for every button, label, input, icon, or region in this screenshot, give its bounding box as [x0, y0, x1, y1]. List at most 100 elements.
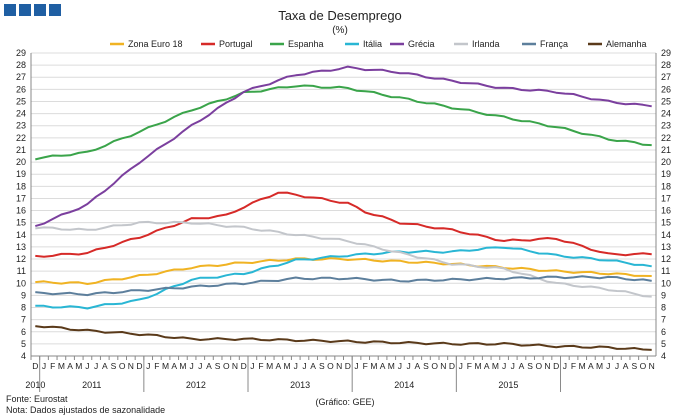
x-month-label: D — [553, 361, 559, 371]
x-month-label: J — [198, 361, 202, 371]
logo-square — [34, 4, 46, 16]
legend-label: Irlanda — [472, 39, 500, 49]
adjustment-note: Nota: Dados ajustados de sazonalidade — [6, 405, 165, 415]
y-tick-label-right: 23 — [661, 121, 671, 131]
x-month-label: A — [171, 361, 177, 371]
x-month-label: J — [189, 361, 193, 371]
y-tick-label-right: 10 — [661, 278, 671, 288]
x-month-label: J — [398, 361, 402, 371]
legend-label: Zona Euro 18 — [128, 39, 183, 49]
x-month-label: M — [370, 361, 377, 371]
x-month-label: N — [544, 361, 550, 371]
series-line-espanha — [35, 84, 652, 161]
chart-subtitle: (%) — [332, 25, 348, 36]
x-month-label: F — [154, 361, 159, 371]
x-month-label: J — [146, 361, 150, 371]
x-month-label: M — [284, 361, 291, 371]
x-month-label: O — [536, 361, 543, 371]
y-tick-label-left: 18 — [16, 181, 26, 191]
x-month-label: F — [50, 361, 55, 371]
y-tick-label-left: 13 — [16, 242, 26, 252]
y-tick-label-left: 21 — [16, 145, 26, 155]
x-month-label: J — [354, 361, 358, 371]
y-axis-right: 4 5 6 7 8 9 10 11 12 13 14 15 16 17 18 19 20 21 22 23 24 25 26… — [661, 48, 671, 361]
x-month-label: D — [449, 361, 455, 371]
y-tick-label-right: 27 — [661, 72, 671, 82]
y-tick-label-left: 23 — [16, 121, 26, 131]
x-month-label: S — [215, 361, 221, 371]
x-month-label: M — [75, 361, 82, 371]
y-tick-label-right: 5 — [661, 339, 666, 349]
x-month-label: D — [241, 361, 247, 371]
x-month-label: N — [440, 361, 446, 371]
y-tick-label-left: 17 — [16, 193, 26, 203]
y-tick-label-left: 22 — [16, 133, 26, 143]
logo-square — [4, 4, 16, 16]
y-tick-label-right: 25 — [661, 96, 671, 106]
y-tick-label-left: 4 — [21, 351, 26, 361]
x-month-label: J — [563, 361, 567, 371]
y-tick-label-right: 28 — [661, 60, 671, 70]
x-month-label: N — [232, 361, 238, 371]
x-month-label: M — [58, 361, 65, 371]
x-month-label: J — [94, 361, 98, 371]
series-line-zona-euro-18 — [35, 257, 652, 285]
x-month-label: A — [380, 361, 386, 371]
y-tick-label-right: 13 — [661, 242, 671, 252]
x-month-label: O — [640, 361, 647, 371]
y-tick-label-right: 26 — [661, 84, 671, 94]
y-tick-label-left: 26 — [16, 84, 26, 94]
gridlines — [30, 52, 657, 357]
x-month-label: S — [631, 361, 637, 371]
x-month-label: O — [431, 361, 438, 371]
y-tick-label-right: 17 — [661, 193, 671, 203]
x-month-label: J — [511, 361, 515, 371]
x-month-label: J — [85, 361, 89, 371]
y-tick-label-left: 15 — [16, 218, 26, 228]
x-year-label: 2010 — [25, 380, 45, 390]
y-tick-label-right: 4 — [661, 351, 666, 361]
x-month-label: J — [502, 361, 506, 371]
x-year-label: 2012 — [186, 380, 206, 390]
source-note: Fonte: Eurostat — [6, 394, 68, 404]
logo — [4, 4, 61, 16]
y-tick-label-right: 6 — [661, 327, 666, 337]
y-tick-label-left: 9 — [21, 290, 26, 300]
y-tick-label-left: 29 — [16, 48, 26, 58]
x-month-label: S — [423, 361, 429, 371]
logo-square — [19, 4, 31, 16]
x-month-label: D — [32, 361, 38, 371]
series-line-gr-cia — [35, 65, 652, 228]
y-tick-label-left: 10 — [16, 278, 26, 288]
y-tick-label-left: 24 — [16, 109, 26, 119]
y-tick-label-left: 16 — [16, 206, 26, 216]
series-line-irlanda — [35, 220, 652, 298]
series-line-portugal — [35, 191, 652, 258]
x-month-label: N — [128, 361, 134, 371]
y-tick-label-right: 16 — [661, 206, 671, 216]
legend-label: Itália — [363, 39, 382, 49]
y-tick-label-left: 19 — [16, 169, 26, 179]
series-line-fran-a — [35, 275, 652, 297]
y-tick-label-left: 14 — [16, 230, 26, 240]
series-lines — [35, 65, 652, 351]
y-tick-label-right: 29 — [661, 48, 671, 58]
x-month-label: A — [276, 361, 282, 371]
y-tick-label-left: 28 — [16, 60, 26, 70]
x-month-label: A — [484, 361, 490, 371]
x-month-label: M — [388, 361, 395, 371]
x-month-label: M — [579, 361, 586, 371]
x-month-label: A — [414, 361, 420, 371]
series-line-alemanha — [35, 325, 652, 351]
x-month-label: A — [310, 361, 316, 371]
x-year-label: 2015 — [498, 380, 518, 390]
x-month-label: N — [649, 361, 655, 371]
x-month-label: A — [519, 361, 525, 371]
x-month-label: F — [363, 361, 368, 371]
legend-label: Portugal — [219, 39, 253, 49]
legend-label: França — [540, 39, 568, 49]
x-month-label: D — [345, 361, 351, 371]
x-month-label: O — [223, 361, 230, 371]
x-month-label: J — [42, 361, 46, 371]
